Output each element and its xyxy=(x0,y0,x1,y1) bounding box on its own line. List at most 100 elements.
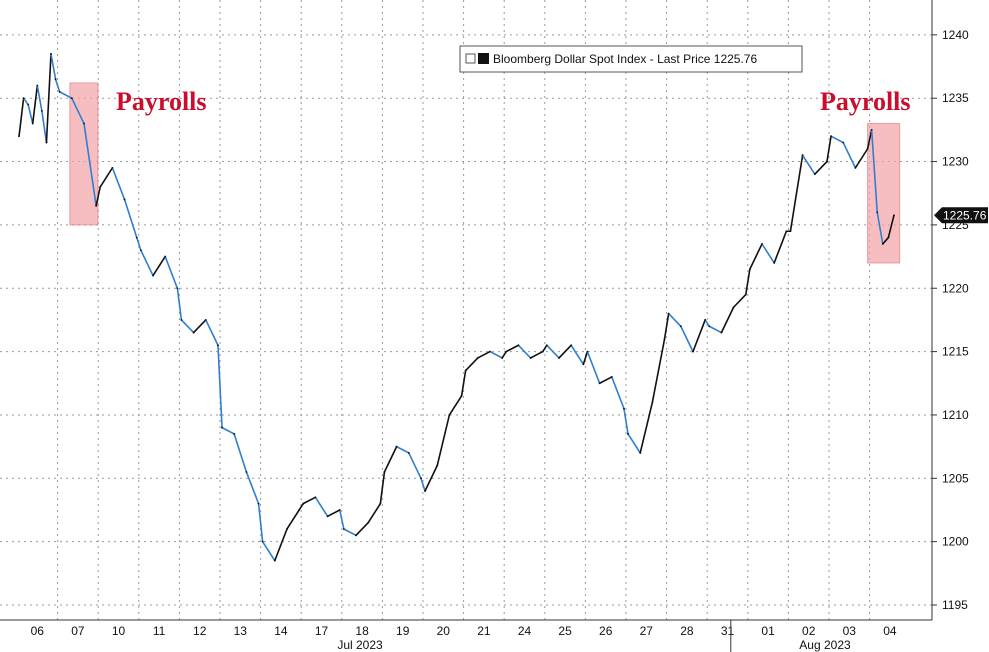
series-point xyxy=(448,414,451,416)
series-point xyxy=(111,166,114,169)
series-segment xyxy=(314,496,329,518)
series-point xyxy=(586,350,589,353)
series-segment xyxy=(343,528,357,537)
series-segment xyxy=(744,268,751,296)
series-segment xyxy=(326,509,341,518)
series-segment xyxy=(217,344,223,429)
series-segment xyxy=(41,110,48,144)
series-point xyxy=(420,477,422,480)
series-point xyxy=(501,357,504,359)
series-point xyxy=(663,338,666,340)
series-point xyxy=(476,357,479,359)
series-segment xyxy=(135,236,142,252)
series-point xyxy=(813,173,816,176)
series-segment xyxy=(830,135,845,144)
series-segment xyxy=(395,445,410,454)
series-point xyxy=(217,344,219,347)
series-point xyxy=(40,109,43,112)
series-segment xyxy=(111,167,126,201)
series-point xyxy=(744,293,747,296)
series-point xyxy=(517,344,520,347)
series-point xyxy=(83,122,85,125)
series-segment xyxy=(680,325,694,353)
y-tick-label: 1200 xyxy=(942,535,969,549)
series-point xyxy=(70,97,73,100)
series-point xyxy=(338,509,341,511)
series-segment xyxy=(298,502,305,511)
series-segment xyxy=(789,154,804,233)
series-point xyxy=(826,160,828,163)
series-point xyxy=(273,559,276,562)
last-price-tag xyxy=(934,207,988,224)
payrolls-highlight-aug xyxy=(867,123,901,264)
y-tick-label: 1210 xyxy=(942,408,969,422)
series-segment xyxy=(773,230,788,264)
series-segment xyxy=(667,312,682,328)
series-segment xyxy=(854,148,869,169)
series-segment xyxy=(460,369,467,397)
series-segment xyxy=(546,344,560,359)
series-point xyxy=(854,166,857,169)
x-tick-label: 26 xyxy=(599,624,613,638)
series-point xyxy=(692,350,694,353)
series-segment xyxy=(83,122,97,207)
series-segment xyxy=(517,344,532,359)
series-segment xyxy=(582,350,589,366)
x-tick-label: 14 xyxy=(274,624,288,638)
series-point xyxy=(180,319,183,321)
series-segment xyxy=(732,293,747,309)
series-point xyxy=(720,331,723,334)
series-point xyxy=(785,230,788,233)
series-point xyxy=(27,103,30,106)
series-point xyxy=(192,331,195,334)
series-point xyxy=(152,274,154,277)
series-point xyxy=(679,325,682,328)
series-segment xyxy=(261,540,276,562)
series-point xyxy=(789,230,792,233)
series-segment xyxy=(123,198,138,239)
payrolls-highlights xyxy=(69,82,901,264)
series-segment xyxy=(99,167,114,188)
series-layer xyxy=(18,52,895,562)
series-segment xyxy=(257,502,264,543)
y-tick-label: 1205 xyxy=(942,471,969,485)
series-segment xyxy=(245,471,260,505)
x-tick-label: 07 xyxy=(71,624,85,638)
series-segment xyxy=(50,53,57,80)
series-segment xyxy=(813,160,828,176)
series-segment xyxy=(424,464,439,492)
series-segment xyxy=(663,312,670,340)
series-point xyxy=(233,433,236,435)
series-segment xyxy=(720,306,735,334)
series-point xyxy=(45,141,48,144)
series-segment xyxy=(692,319,706,353)
series-point xyxy=(383,471,386,473)
series-segment xyxy=(95,186,102,207)
series-point xyxy=(436,464,439,467)
series-point xyxy=(460,395,463,397)
series-point xyxy=(870,128,873,131)
series-segment xyxy=(586,350,601,385)
series-segment xyxy=(842,141,857,169)
series-segment xyxy=(176,287,183,321)
series-point xyxy=(704,319,707,321)
series-point xyxy=(570,344,573,347)
legend-toggle-icon[interactable] xyxy=(465,53,476,64)
series-segment xyxy=(407,452,422,480)
series-segment xyxy=(152,255,166,277)
series-segment xyxy=(436,414,451,467)
series-point xyxy=(748,268,751,271)
series-point xyxy=(529,357,532,359)
series-segment xyxy=(489,350,503,359)
series-segment xyxy=(22,97,29,106)
series-point xyxy=(221,426,223,429)
series-point xyxy=(367,521,370,524)
series-point xyxy=(407,452,410,454)
series-segment xyxy=(379,471,386,505)
series-point xyxy=(893,214,895,217)
series-segment xyxy=(58,91,73,99)
series-point xyxy=(623,407,625,410)
series-point xyxy=(582,363,585,366)
series-point xyxy=(489,350,491,353)
series-segment xyxy=(529,350,544,359)
